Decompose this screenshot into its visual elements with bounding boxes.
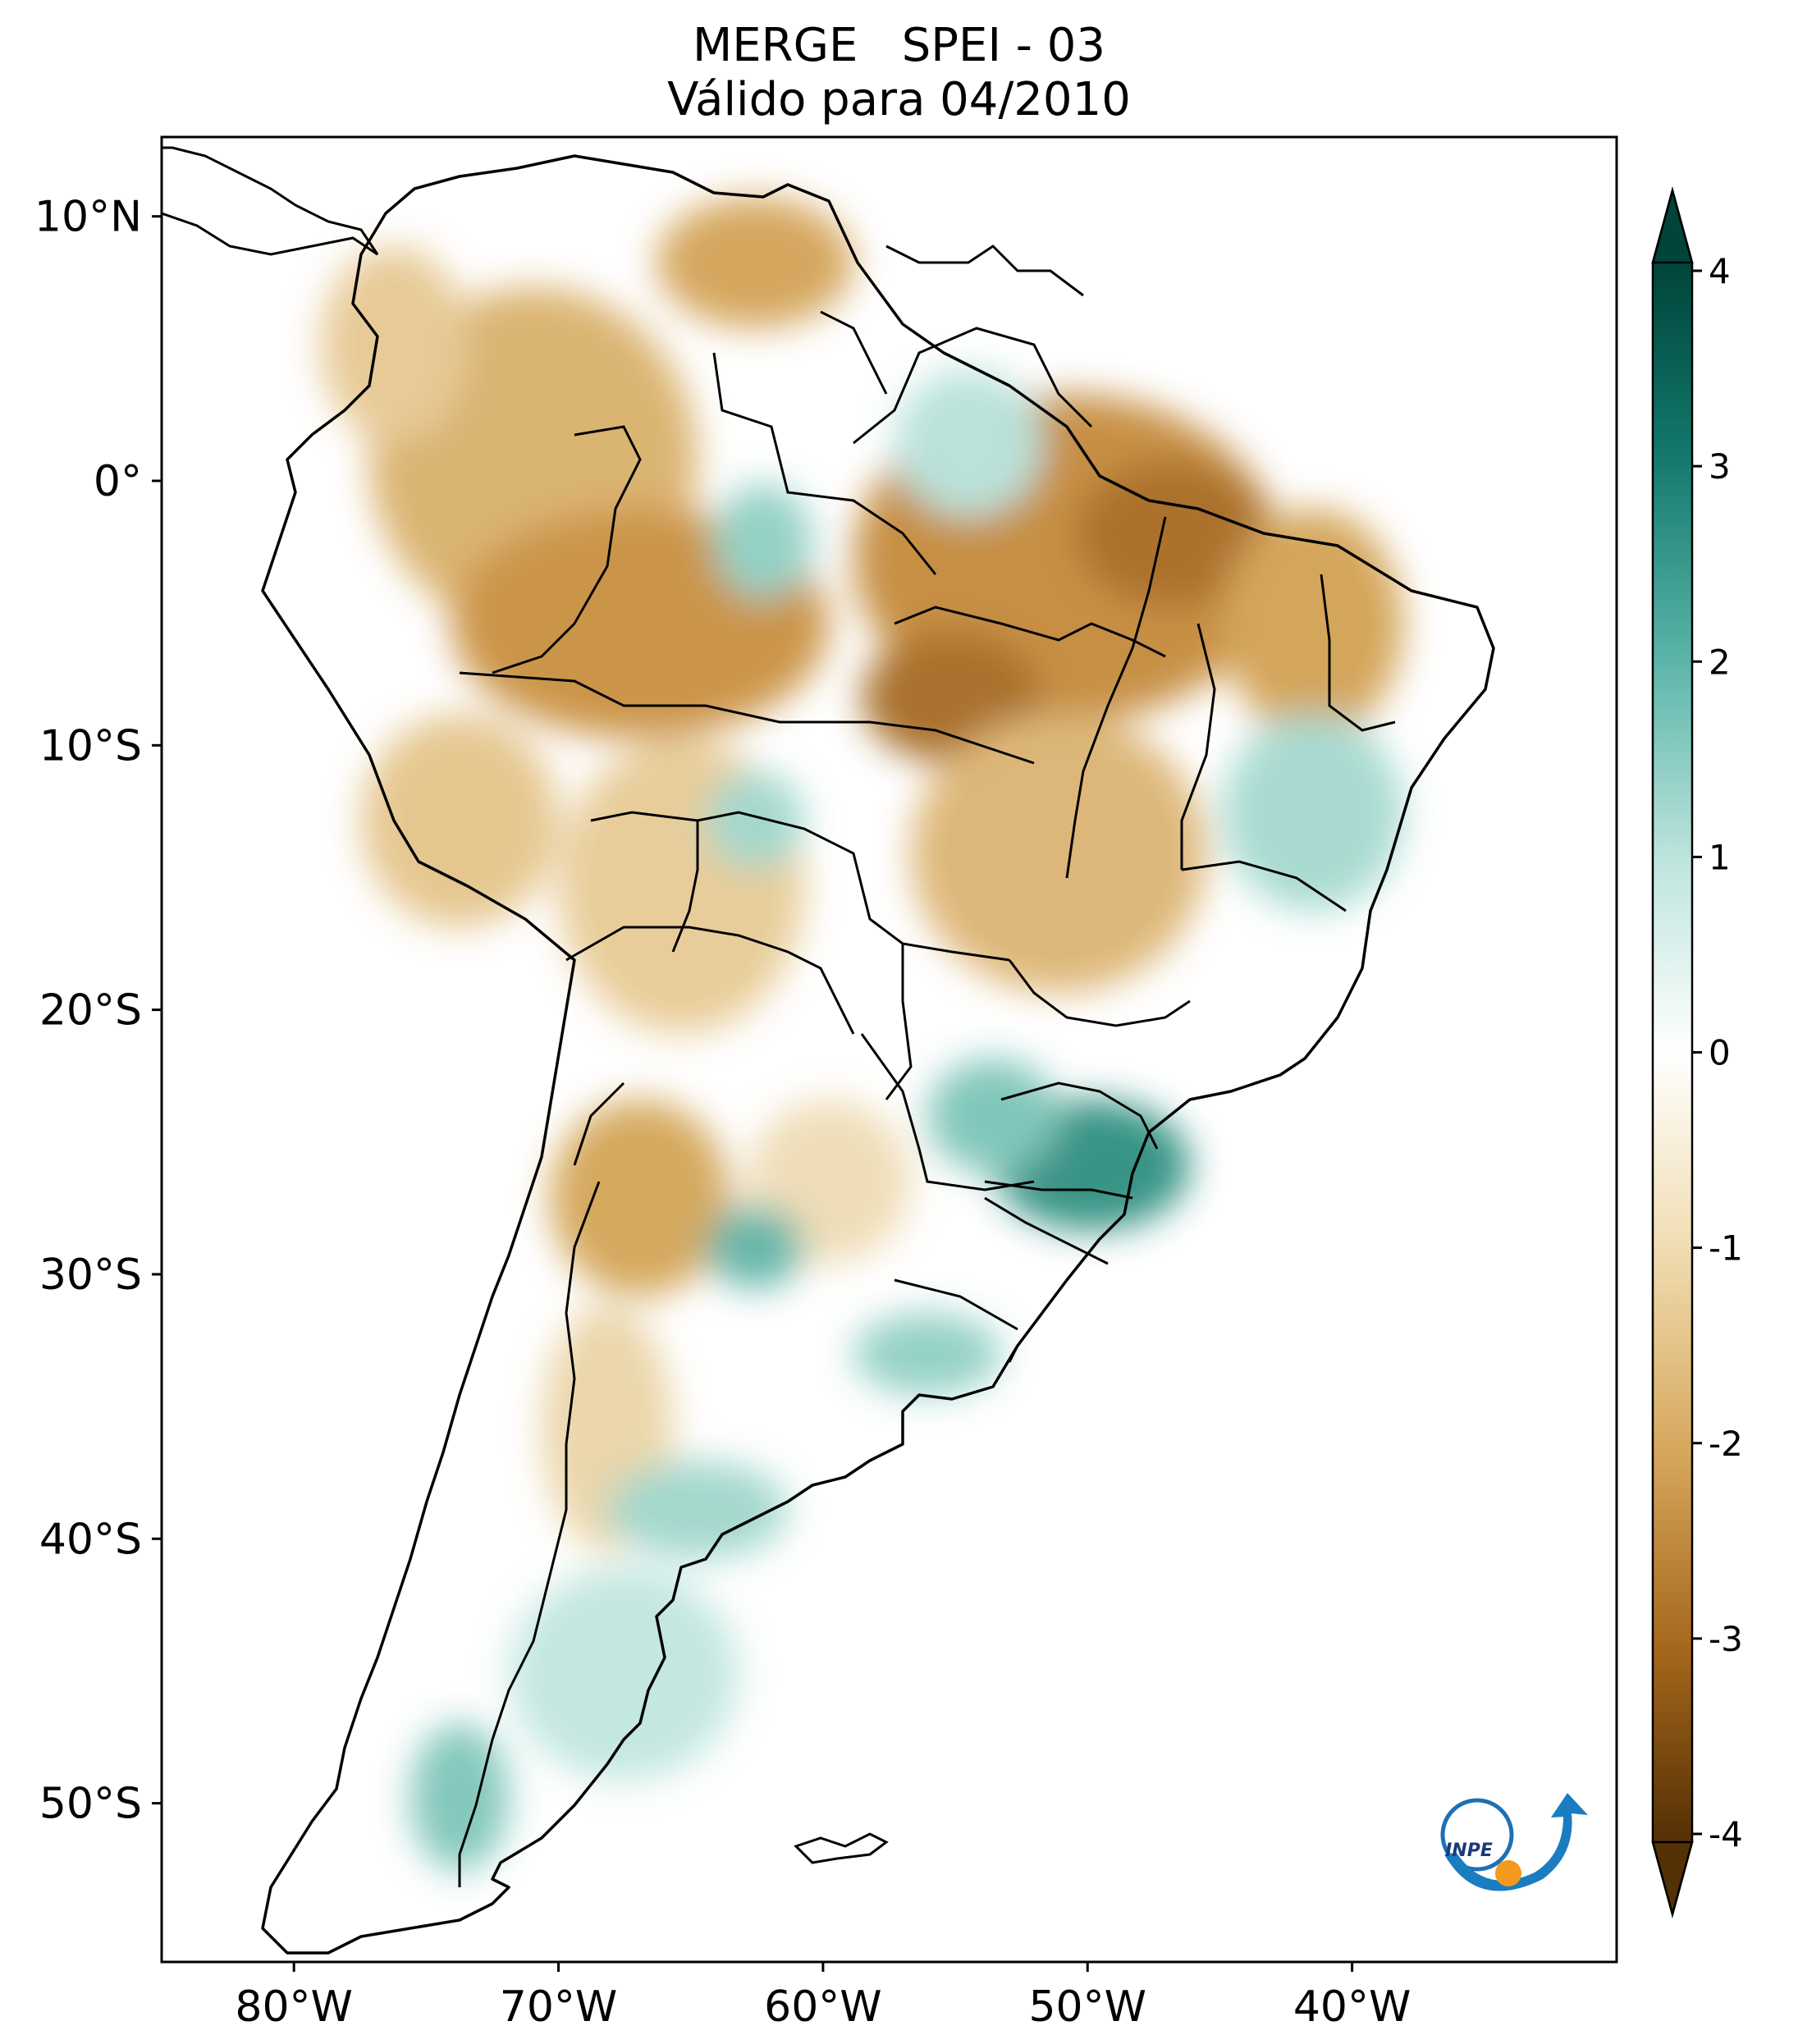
lat-tick-label: 0° bbox=[94, 457, 142, 506]
lat-tick-label: 30°S bbox=[39, 1251, 142, 1300]
map-area bbox=[162, 137, 1617, 1962]
lon-tick-label: 40°W bbox=[1293, 1982, 1411, 2032]
logo-text: INPE bbox=[1445, 1841, 1493, 1861]
lat-tick-label: 50°S bbox=[39, 1780, 142, 1829]
logo-arrow-icon bbox=[1444, 1793, 1588, 1891]
colorbar-ticks: 4 3 2 1 0 -1 -2 -3 -4 bbox=[1692, 251, 1743, 1854]
lat-tick-label: 10°N bbox=[34, 193, 142, 242]
lon-tick-label: 50°W bbox=[1028, 1982, 1146, 2032]
map-frame bbox=[160, 135, 1618, 1964]
lat-tick-label: 20°S bbox=[39, 986, 142, 1036]
colorbar-tick-label: -2 bbox=[1709, 1424, 1743, 1464]
latitude-ticks: 10°N 0° 10°S 20°S 30°S 40°S 50°S bbox=[34, 193, 162, 1829]
map-subtitle: Válido para 04/2010 bbox=[667, 73, 1131, 126]
colorbar-tick-label: -3 bbox=[1709, 1619, 1743, 1659]
colorbar-tick-label: 3 bbox=[1709, 446, 1731, 487]
colorbar-tick-label: -1 bbox=[1709, 1228, 1743, 1269]
lon-tick-label: 60°W bbox=[764, 1982, 882, 2032]
lon-tick-label: 80°W bbox=[235, 1982, 353, 2032]
central-america-outline bbox=[162, 146, 379, 256]
colorbar-tick-label: 2 bbox=[1709, 642, 1731, 682]
colorbar-min-extend bbox=[1651, 1841, 1694, 1918]
longitude-ticks: 80°W 70°W 60°W 50°W 40°W bbox=[235, 1962, 1411, 2032]
colorbar-max-extend bbox=[1651, 186, 1694, 264]
map-title: MERGE SPEI - 03 bbox=[692, 19, 1106, 72]
spei-field bbox=[320, 197, 1403, 1871]
colorbar-tick-label: 1 bbox=[1709, 837, 1731, 877]
lat-tick-label: 10°S bbox=[39, 721, 142, 771]
lon-tick-label: 70°W bbox=[500, 1982, 618, 2032]
colorbar-tick-label: 0 bbox=[1709, 1033, 1731, 1073]
south-america-outline bbox=[261, 154, 1495, 1955]
falkland-islands bbox=[794, 1832, 889, 1864]
admin-borders bbox=[458, 245, 1396, 1887]
colorbar: 4 3 2 1 0 -1 -2 -3 -4 bbox=[1651, 186, 1743, 1918]
inpe-logo: INPE bbox=[1440, 1793, 1588, 1891]
lat-tick-label: 40°S bbox=[39, 1515, 142, 1564]
colorbar-tick-label: 4 bbox=[1709, 251, 1731, 291]
colorbar-tick-label: -4 bbox=[1709, 1814, 1743, 1854]
